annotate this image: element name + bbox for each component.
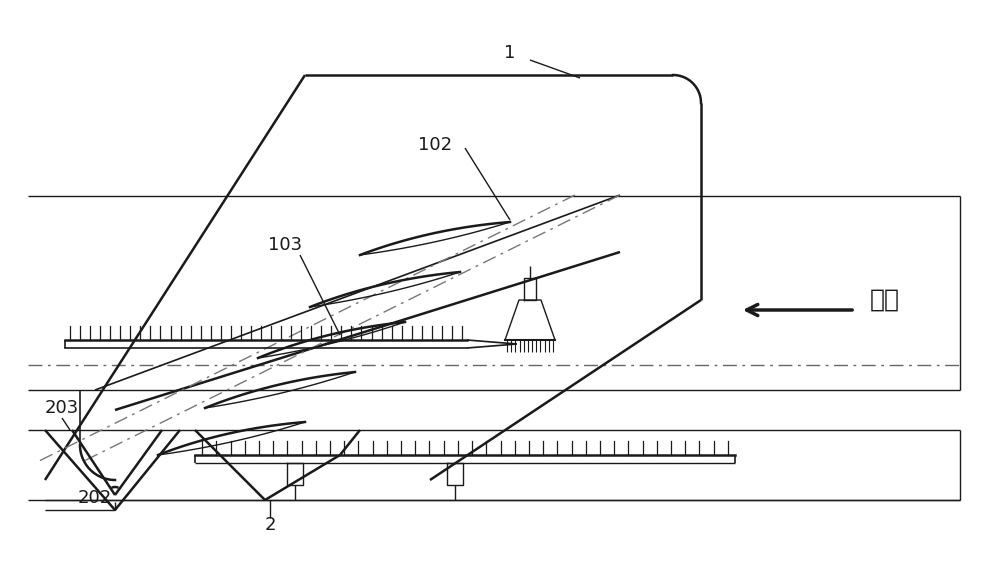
Text: 来流: 来流	[870, 288, 900, 312]
Text: 202: 202	[78, 489, 112, 507]
Text: 203: 203	[45, 399, 79, 417]
Text: 102: 102	[418, 136, 452, 154]
Text: 1: 1	[504, 44, 516, 62]
Text: 103: 103	[268, 236, 302, 254]
Text: 2: 2	[264, 516, 276, 534]
